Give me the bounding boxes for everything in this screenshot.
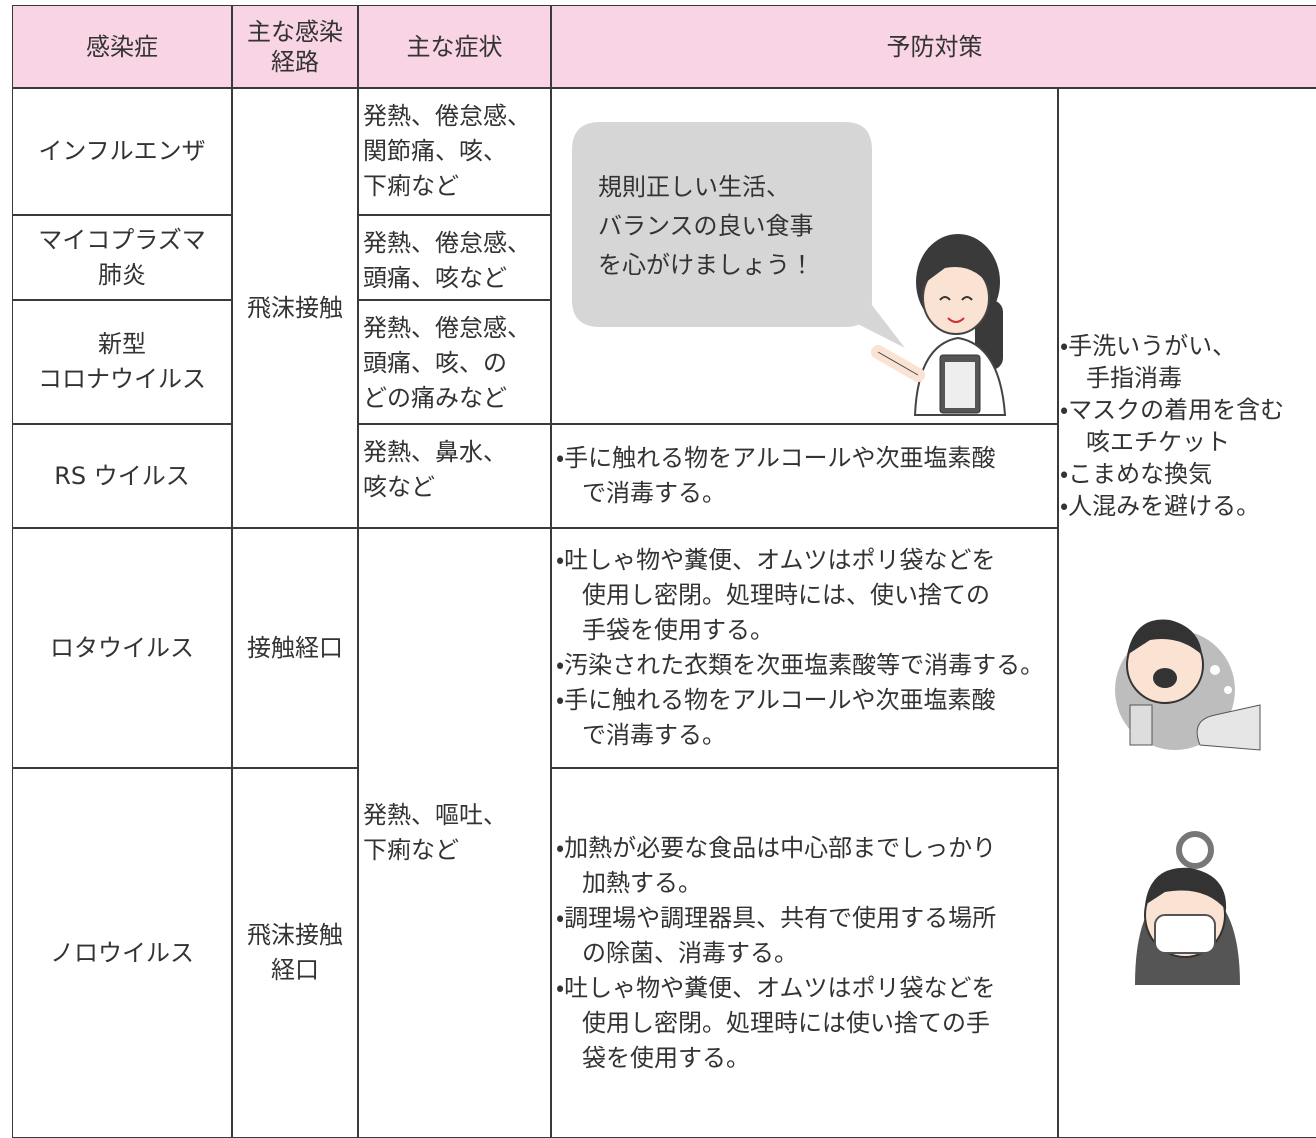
text-line: で消毒する。	[582, 721, 726, 749]
route-cell: 飛沫接触 経口	[232, 768, 358, 1138]
text-line: 経路	[271, 47, 319, 76]
prevention-cell: ・吐しゃ物や糞便、オムツはポリ袋などを使用し密閉。処理時には、使い捨ての 手袋を使…	[551, 528, 1058, 768]
text-line: インフルエンザ	[38, 137, 206, 165]
disease-cell: RS ウイルス	[12, 424, 232, 528]
text-line: 主な感染	[247, 17, 343, 46]
header-cell: 感染症	[12, 5, 232, 88]
nurse-illustration	[871, 234, 1007, 416]
bubble-tail	[850, 300, 905, 348]
disease-cell: インフルエンザ	[12, 88, 232, 215]
text-line: コロナウイルス	[38, 365, 206, 393]
text-line: 頭痛、咳など	[363, 264, 507, 292]
text-line: マイコプラズマ	[38, 225, 206, 254]
text-line: 経口	[271, 956, 319, 984]
text-line: 飛沫接触	[247, 921, 343, 949]
text-line: ・手に触れる物をアルコールや次亜塩素酸	[556, 444, 996, 472]
text-line: ・吐しゃ物や糞便、オムツはポリ袋などを	[556, 973, 996, 1002]
text-line: の除菌、消毒する。	[582, 938, 798, 967]
text-line: ノロウイルス	[50, 938, 194, 967]
symptom-cell: 発熱、嘔吐、 下痢など	[358, 528, 551, 1138]
text-line: ロタウイルス	[50, 633, 194, 662]
disease-cell: 新型 コロナウイルス	[12, 300, 232, 424]
text-line: を心がけましょう！	[598, 251, 814, 279]
text-line: ・手に触れる物をアルコールや次亜塩素酸	[556, 686, 996, 714]
text-line: 使用し密閉。処理時には、使い捨ての	[582, 581, 990, 609]
text-line: どの痛みなど	[363, 384, 507, 412]
text-line: 下痢など	[363, 172, 459, 200]
text-line: 感染症	[86, 32, 158, 61]
text-line: 使用し密閉。処理時には使い捨ての手	[582, 1008, 990, 1037]
text-line: 新型	[98, 330, 146, 358]
text-line: で消毒する。	[582, 479, 726, 507]
text-line: 発熱、倦怠感、	[363, 314, 531, 342]
text-line: バランスの良い食事	[598, 212, 814, 240]
symptom-cell: 発熱、倦怠感、 頭痛、咳など	[358, 215, 551, 300]
text-line: 加熱する。	[582, 868, 702, 897]
text-line: 発熱、嘔吐、	[363, 801, 507, 829]
text-line: ・汚染された衣類を次亜塩素酸等で消毒する。	[556, 651, 1045, 679]
speech-bubble	[572, 122, 872, 327]
mask-illustration	[1135, 831, 1240, 985]
text-line: ・こまめな換気	[1060, 460, 1213, 488]
text-line: 接触経口	[247, 633, 343, 662]
header-cell: 予防対策	[551, 5, 1316, 88]
text-line: ・調理場や調理器具、共有で使用する場所	[556, 903, 997, 932]
text-line: ・手洗いうがい、	[1060, 332, 1237, 360]
text-line: 主な症状	[406, 32, 503, 61]
text-line: ・加熱が必要な食品は中心部までしっかり	[556, 833, 997, 862]
text-line: 発熱、倦怠感、	[363, 229, 531, 257]
text-line: 下痢など	[363, 836, 459, 864]
text-line: 規則正しい生活、	[598, 173, 790, 201]
header-cell: 主な感染 経路	[232, 5, 358, 88]
bubble-cell	[551, 88, 1058, 424]
text-line: RS ウイルス	[54, 461, 190, 490]
disease-cell: マイコプラズマ 肺炎	[12, 215, 232, 300]
text-line: ・人混みを避ける。	[1060, 492, 1261, 520]
route-cell: 飛沫接触	[232, 88, 358, 528]
text-line: 咳エチケット	[1086, 428, 1230, 456]
header-cell: 主な症状	[358, 5, 551, 88]
text-line: 肺炎	[98, 260, 146, 289]
text-line: 発熱、倦怠感、	[363, 102, 531, 130]
text-line: 手指消毒	[1086, 364, 1182, 392]
text-line: 飛沫接触	[247, 293, 343, 322]
text-line: 発熱、鼻水、	[363, 438, 507, 466]
text-line: 咳など	[363, 473, 435, 501]
bubble-text: 規則正しい生活、 バランスの良い食事 を心がけましょう！	[598, 168, 814, 285]
text-line: 手袋を使用する。	[582, 616, 774, 644]
route-cell: 接触経口	[232, 528, 358, 768]
text-line: 袋を使用する。	[582, 1043, 750, 1072]
text-line: 予防対策	[886, 32, 983, 61]
symptom-cell: 発熱、倦怠感、 頭痛、咳、の どの痛みなど	[358, 300, 551, 424]
text-line: ・マスクの着用を含む	[1060, 396, 1285, 424]
common-prevention: ・手洗いうがい、手指消毒・マスクの着用を含む咳エチケット・こまめな換気・人混みを…	[1060, 330, 1284, 522]
text-line: 関節痛、咳、	[363, 137, 507, 165]
disease-cell: ロタウイルス	[12, 528, 232, 768]
symptom-cell: 発熱、倦怠感、 関節痛、咳、 下痢など	[358, 88, 551, 215]
prevention-cell: ・手に触れる物をアルコールや次亜塩素酸で消毒する。	[551, 424, 1058, 528]
text-line: ・吐しゃ物や糞便、オムツはポリ袋などを	[556, 546, 996, 574]
symptom-cell: 発熱、鼻水、 咳など	[358, 424, 551, 528]
cough-illustration	[1115, 619, 1261, 751]
text-line: 頭痛、咳、の	[363, 349, 507, 377]
common-cell	[1058, 88, 1316, 1138]
prevention-cell: ・加熱が必要な食品は中心部までしっかり加熱する。・調理場や調理器具、共有で使用す…	[551, 768, 1058, 1138]
disease-cell: ノロウイルス	[12, 768, 232, 1138]
